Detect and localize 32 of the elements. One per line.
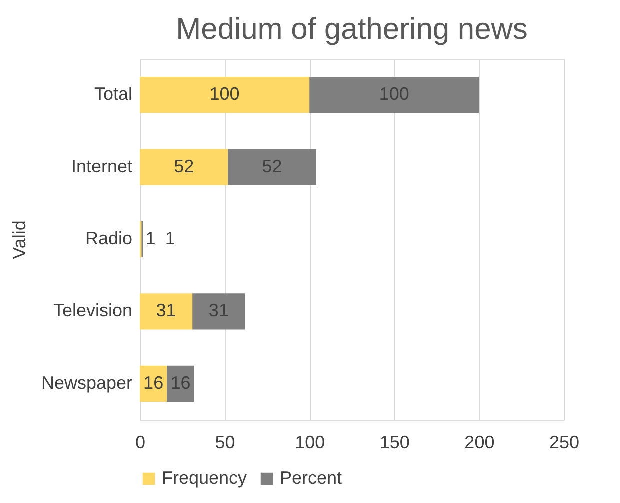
data-label: 31 [156, 300, 176, 321]
x-tick-label: 0 [135, 432, 146, 452]
y-tick-label: Internet [71, 156, 132, 176]
x-tick-label: 50 [215, 432, 236, 452]
x-tick-label: 250 [549, 432, 580, 452]
x-tick-label: 150 [380, 432, 410, 452]
y-tick-label: Television [53, 300, 132, 321]
bar [140, 77, 310, 114]
data-label: 1 [146, 228, 156, 248]
y-axis-title: Valid [9, 220, 30, 260]
x-tick-label: 200 [464, 432, 495, 452]
bar [140, 294, 193, 330]
bar [228, 149, 316, 186]
bar [167, 366, 194, 402]
data-label: 16 [170, 372, 191, 393]
legend-label: Frequency [162, 468, 248, 488]
bar [192, 294, 246, 330]
y-tick-label: Newspaper [41, 372, 133, 393]
data-label: 1 [165, 228, 176, 248]
data-label: 100 [210, 84, 240, 104]
data-label: 31 [208, 300, 229, 321]
y-tick-label: Radio [85, 228, 132, 248]
legend-label: Percent [280, 468, 342, 488]
chart-title: Medium of gathering news [176, 13, 528, 46]
x-tick-label: 100 [295, 432, 326, 452]
data-label: 52 [262, 156, 282, 176]
data-label: 100 [379, 84, 410, 104]
y-tick-label: Total [94, 84, 132, 104]
data-label: 16 [144, 372, 164, 393]
bar [140, 149, 228, 186]
data-label: 52 [174, 156, 194, 176]
bar [310, 77, 480, 114]
